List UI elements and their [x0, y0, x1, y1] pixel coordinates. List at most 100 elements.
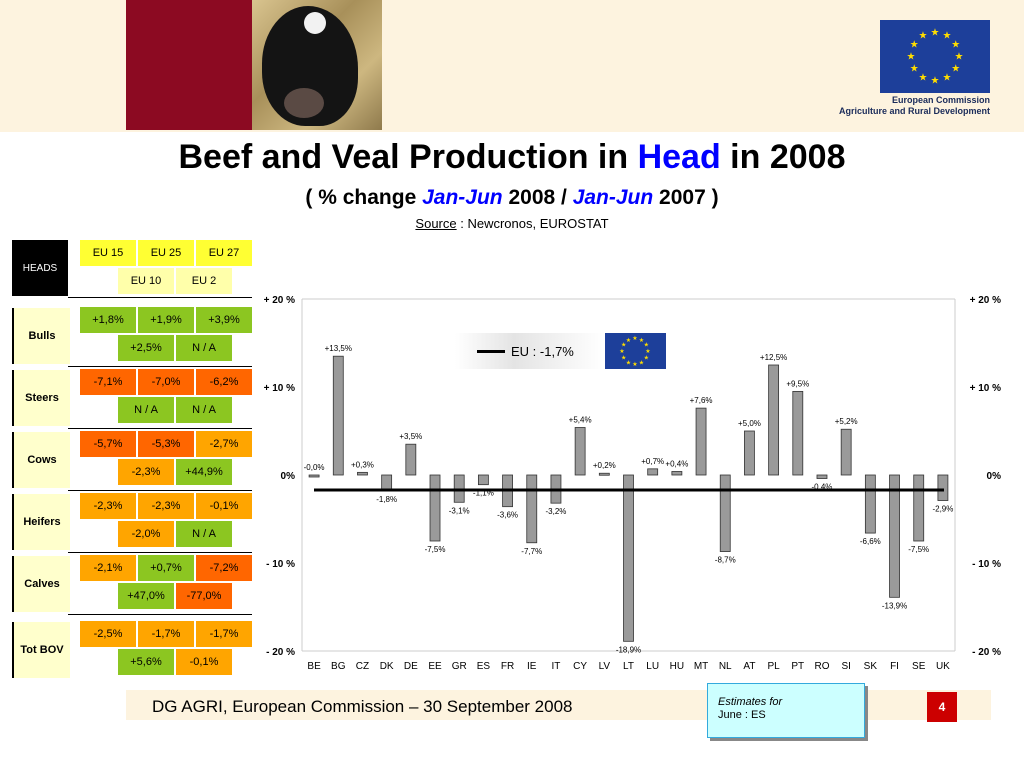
data-label-LT: -18,9% — [616, 645, 641, 654]
source-text: : Newcronos, EUROSTAT — [456, 216, 609, 231]
eu-star: ★ — [943, 31, 952, 42]
bar-PL — [768, 364, 780, 476]
bar-CZ — [357, 471, 368, 476]
cell-heifers-eu25: -2,3% — [138, 493, 194, 519]
eu-star: ★ — [621, 355, 626, 362]
title-pre: Beef and Veal Production in — [178, 138, 638, 176]
calf-muzzle — [284, 88, 324, 118]
eu-star: ★ — [931, 28, 940, 39]
eu-star: ★ — [907, 52, 916, 63]
legend-eu-flag: ★ ★ ★ ★ ★ ★ ★ ★ ★ ★ ★ ★ — [605, 333, 666, 369]
data-label-IE: -7,7% — [521, 547, 542, 556]
data-label-MT: +7,6% — [690, 396, 713, 405]
page-title: Beef and Veal Production in Head in 2008 — [0, 138, 1024, 177]
x-tick-label-NL: NL — [719, 661, 732, 672]
bar-UK — [937, 474, 949, 501]
y-tick-label-left: - 10 % — [266, 559, 295, 570]
bar-SI — [840, 428, 852, 476]
row-label-steers: Steers — [12, 370, 70, 426]
bar-AT — [744, 430, 755, 476]
eu-star: ★ — [951, 40, 960, 51]
calf-blaze — [304, 12, 326, 34]
source-note: Source : Newcronos, EUROSTAT — [0, 216, 1024, 231]
row-label-cows: Cows — [12, 432, 70, 488]
bar-BG — [332, 355, 344, 476]
cell-steers-eu15: -7,1% — [80, 369, 136, 395]
y-tick-label-left: 0% — [281, 471, 296, 482]
data-label-UK: -2,9% — [932, 505, 953, 514]
eu-star: ★ — [619, 348, 624, 355]
cell-totbov-eu15: -2,5% — [80, 621, 136, 647]
cell-bulls-eu25: +1,9% — [138, 307, 194, 333]
x-tick-label-RO: RO — [814, 661, 829, 672]
subtitle-period-1: Jan-Jun — [422, 186, 503, 209]
eu-star: ★ — [621, 342, 626, 349]
footer-text: DG AGRI, European Commission – 30 Septem… — [152, 697, 573, 716]
eu-star: ★ — [644, 355, 649, 362]
cell-cows-eu25: -5,3% — [138, 431, 194, 457]
y-tick-label-left: - 20 % — [266, 647, 295, 658]
x-tick-label-ES: ES — [477, 661, 491, 672]
org-logo-text: European Commission Agriculture and Rura… — [800, 95, 990, 117]
header-eu25: EU 25 — [138, 240, 194, 266]
cell-calves-eu10: +47,0% — [118, 583, 174, 609]
cell-steers-eu25: -7,0% — [138, 369, 194, 395]
y-tick-label-right: 0% — [987, 471, 1002, 482]
row-label-tot-bov: Tot BOV — [12, 622, 70, 678]
data-label-RO: -0,4% — [812, 483, 833, 492]
data-label-PL: +12,5% — [760, 353, 787, 362]
bar-DE — [405, 443, 417, 476]
eu-star: ★ — [919, 31, 928, 42]
row-label-heifers: Heifers — [12, 494, 70, 550]
org-line-2: Agriculture and Rural Development — [838, 106, 990, 116]
x-tick-label-LU: LU — [646, 661, 659, 672]
data-label-FR: -3,6% — [497, 511, 518, 520]
x-tick-label-IT: IT — [551, 661, 560, 672]
heads-header: HEADS — [12, 240, 68, 296]
header-eu27: EU 27 — [196, 240, 252, 266]
title-highlight: Head — [637, 138, 721, 176]
data-label-EE: -7,5% — [425, 545, 446, 554]
bar-LU — [647, 468, 659, 476]
row-separator — [68, 297, 252, 298]
cell-heifers-eu27: -0,1% — [196, 493, 252, 519]
eu-flag-logo: ★ ★ ★ ★ ★ ★ ★ ★ ★ ★ ★ ★ — [880, 20, 990, 93]
page-number: 4 — [927, 692, 957, 722]
data-label-DK: -1,8% — [376, 495, 397, 504]
cell-totbov-eu25: -1,7% — [138, 621, 194, 647]
eu-star: ★ — [639, 337, 644, 344]
page-subtitle: ( % change Jan-Jun 2008 / Jan-Jun 2007 ) — [0, 186, 1024, 210]
data-label-IT: -3,2% — [545, 507, 566, 516]
cell-cows-eu2: +44,9% — [176, 459, 232, 485]
calf-photo — [252, 0, 382, 130]
cell-cows-eu15: -5,7% — [80, 431, 136, 457]
data-label-CY: +5,4% — [569, 415, 592, 424]
source-label: Source — [415, 216, 457, 231]
bar-LV — [598, 472, 610, 476]
data-label-HU: +0,4% — [665, 459, 688, 468]
x-tick-label-PL: PL — [767, 661, 780, 672]
y-tick-label-right: + 10 % — [970, 383, 1002, 394]
eu-stars-icon: ★ ★★★★★★★★★★★ — [619, 335, 650, 368]
bar-IE — [526, 474, 538, 544]
bar-RO — [816, 474, 828, 479]
eu-star: ★ — [639, 359, 644, 366]
x-tick-label-EE: EE — [428, 661, 442, 672]
data-label-LV: +0,2% — [593, 461, 616, 470]
header-eu15: EU 15 — [80, 240, 136, 266]
cell-calves-eu15: -2,1% — [80, 555, 136, 581]
eu-star: ★ — [919, 72, 928, 83]
x-tick-label-HU: HU — [670, 661, 684, 672]
x-tick-label-IE: IE — [527, 661, 537, 672]
bar-NL — [719, 474, 731, 552]
x-tick-label-DK: DK — [380, 661, 394, 672]
eu-star: ★ — [943, 72, 952, 83]
row-separator — [68, 366, 252, 367]
cell-heifers-eu15: -2,3% — [80, 493, 136, 519]
x-tick-label-CZ: CZ — [356, 661, 369, 672]
bar-ES — [477, 474, 489, 486]
cell-steers-eu10: N / A — [118, 397, 174, 423]
cell-calves-eu25: +0,7% — [138, 555, 194, 581]
cell-bulls-eu10: +2,5% — [118, 335, 174, 361]
